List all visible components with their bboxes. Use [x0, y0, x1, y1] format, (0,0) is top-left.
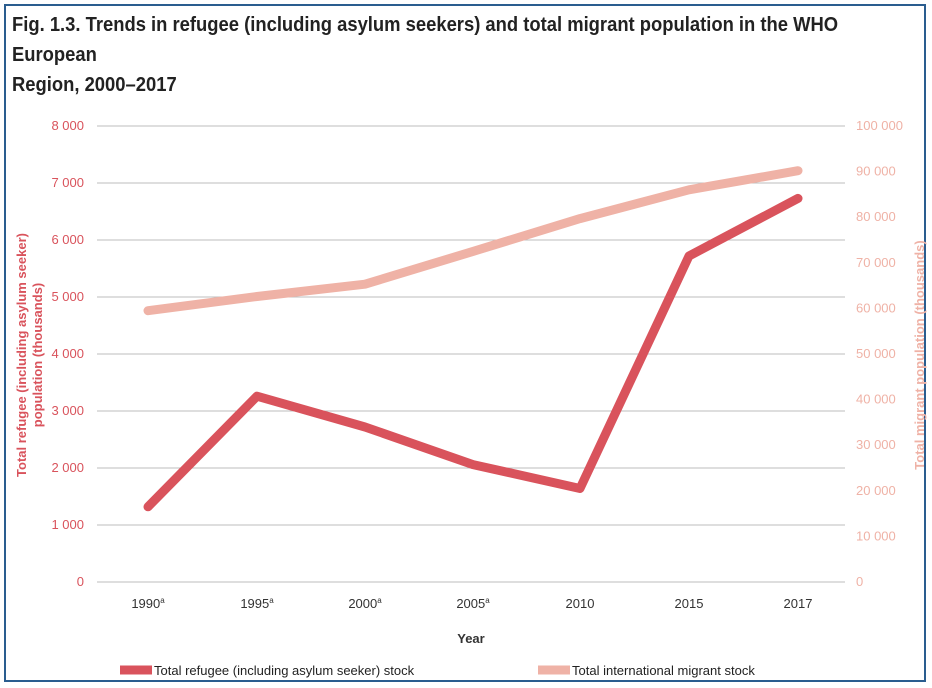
- x-tick-label: 2000a: [348, 596, 382, 611]
- x-tick-label: 2017: [784, 596, 813, 611]
- x-tick-label: 1990a: [131, 596, 165, 611]
- right-axis-title: Total migrant population (thousands): [912, 240, 927, 469]
- right-tick-label: 20 000: [856, 483, 896, 498]
- right-tick-label: 60 000: [856, 300, 896, 315]
- right-tick-label: 0: [856, 574, 863, 589]
- chart-title: Fig. 1.3. Trends in refugee (including a…: [12, 10, 849, 100]
- legend: Total refugee (including asylum seeker) …: [120, 663, 755, 678]
- chart-title-line1: Fig. 1.3. Trends in refugee (including a…: [12, 14, 839, 66]
- series-line-refugee: [143, 193, 803, 512]
- series-lines: [143, 166, 803, 512]
- left-axis-ticks: 0 1 000 2 000 3 000 4 000 5 000 6 000 7 000 8 00…: [51, 118, 84, 589]
- right-tick-label: 30 000: [856, 437, 896, 452]
- left-tick-label: 3 000: [51, 403, 84, 418]
- gridlines: [97, 125, 845, 583]
- figure-frame: [4, 4, 926, 682]
- left-tick-label: 6 000: [51, 232, 84, 247]
- x-tick-label: 1995a: [240, 596, 274, 611]
- right-axis-ticks: 0 10 000 20 000 30 000 40 000 50 000 60 000 70 …: [856, 118, 903, 589]
- right-tick-label: 70 000: [856, 255, 896, 270]
- left-axis-title-line1: Total refugee (including asylum seeker): [14, 233, 29, 477]
- x-tick-label: 2010: [566, 596, 595, 611]
- left-tick-label: 2 000: [51, 460, 84, 475]
- x-tick-label: 2005a: [456, 596, 490, 611]
- left-axis-title: Total refugee (including asylum seeker) …: [14, 233, 45, 477]
- x-tick-label: 2015: [675, 596, 704, 611]
- left-tick-label: 1 000: [51, 517, 84, 532]
- right-tick-label: 10 000: [856, 528, 896, 543]
- chart-title-line2: Region, 2000–2017: [12, 74, 177, 96]
- x-axis-title: Year: [457, 631, 484, 646]
- right-tick-label: 50 000: [856, 346, 896, 361]
- left-tick-label: 0: [77, 574, 84, 589]
- right-axis-title-text: Total migrant population (thousands): [912, 240, 927, 469]
- left-tick-label: 4 000: [51, 346, 84, 361]
- x-axis-ticks: 1990a 1995a 2000a 2005a 2010 2015 2017: [131, 596, 812, 611]
- left-axis-title-line2: population (thousands): [30, 283, 45, 427]
- right-tick-label: 80 000: [856, 209, 896, 224]
- right-tick-label: 100 000: [856, 118, 903, 133]
- right-tick-label: 40 000: [856, 392, 896, 407]
- legend-label-migrant: Total international migrant stock: [572, 663, 755, 678]
- left-tick-label: 5 000: [51, 289, 84, 304]
- legend-label-refugee: Total refugee (including asylum seeker) …: [154, 663, 415, 678]
- left-tick-label: 7 000: [51, 175, 84, 190]
- series-line-migrant: [143, 166, 803, 316]
- right-tick-label: 90 000: [856, 164, 896, 179]
- left-tick-label: 8 000: [51, 118, 84, 133]
